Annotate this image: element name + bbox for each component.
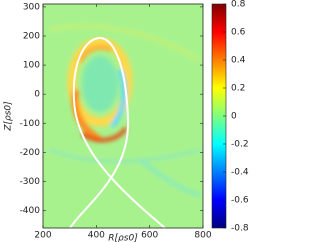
colorbar-tick-label: 0.4 <box>231 56 246 66</box>
colorbar-tick-label: -0.4 <box>231 168 249 178</box>
colorbar-tick-label: -0.8 <box>231 224 249 234</box>
y-axis-label: Z[ρs0] <box>4 101 14 132</box>
x-tick-label: 200 <box>34 231 51 241</box>
y-tick-label: 200 <box>23 32 40 42</box>
y-tick-label: 300 <box>23 2 40 12</box>
field-structures <box>49 24 201 197</box>
x-tick-label: 400 <box>88 231 105 241</box>
colorbar-tick-label: -0.2 <box>231 140 249 150</box>
y-tick-label: 100 <box>23 61 40 71</box>
chart: R[ρs0] Z[ρs0] 200 400 600 800 -400 -300 -200 -1… <box>4 0 249 242</box>
x-tick-label: 800 <box>194 231 211 241</box>
x-tick-label: 600 <box>141 231 158 241</box>
colorbar-tick-label: -0.6 <box>231 196 249 206</box>
y-tick-label: -300 <box>20 177 41 187</box>
colorbar-tick-label: 0.2 <box>231 84 245 94</box>
colorbar-tick-label: 0.8 <box>231 0 246 10</box>
y-tick-label: -400 <box>20 206 41 216</box>
field-background <box>43 4 203 228</box>
plot-frame <box>42 3 204 229</box>
x-axis-label: R[ρs0] <box>108 234 138 242</box>
y-tick-label: 0 <box>34 90 40 100</box>
colorbar-tick-label: 0.6 <box>231 28 246 38</box>
colorbar-tick-label: 0 <box>231 112 237 122</box>
y-tick-label: -200 <box>20 148 41 158</box>
field <box>43 4 203 228</box>
y-tick-label: -100 <box>20 119 41 129</box>
separatrix <box>69 36 166 228</box>
